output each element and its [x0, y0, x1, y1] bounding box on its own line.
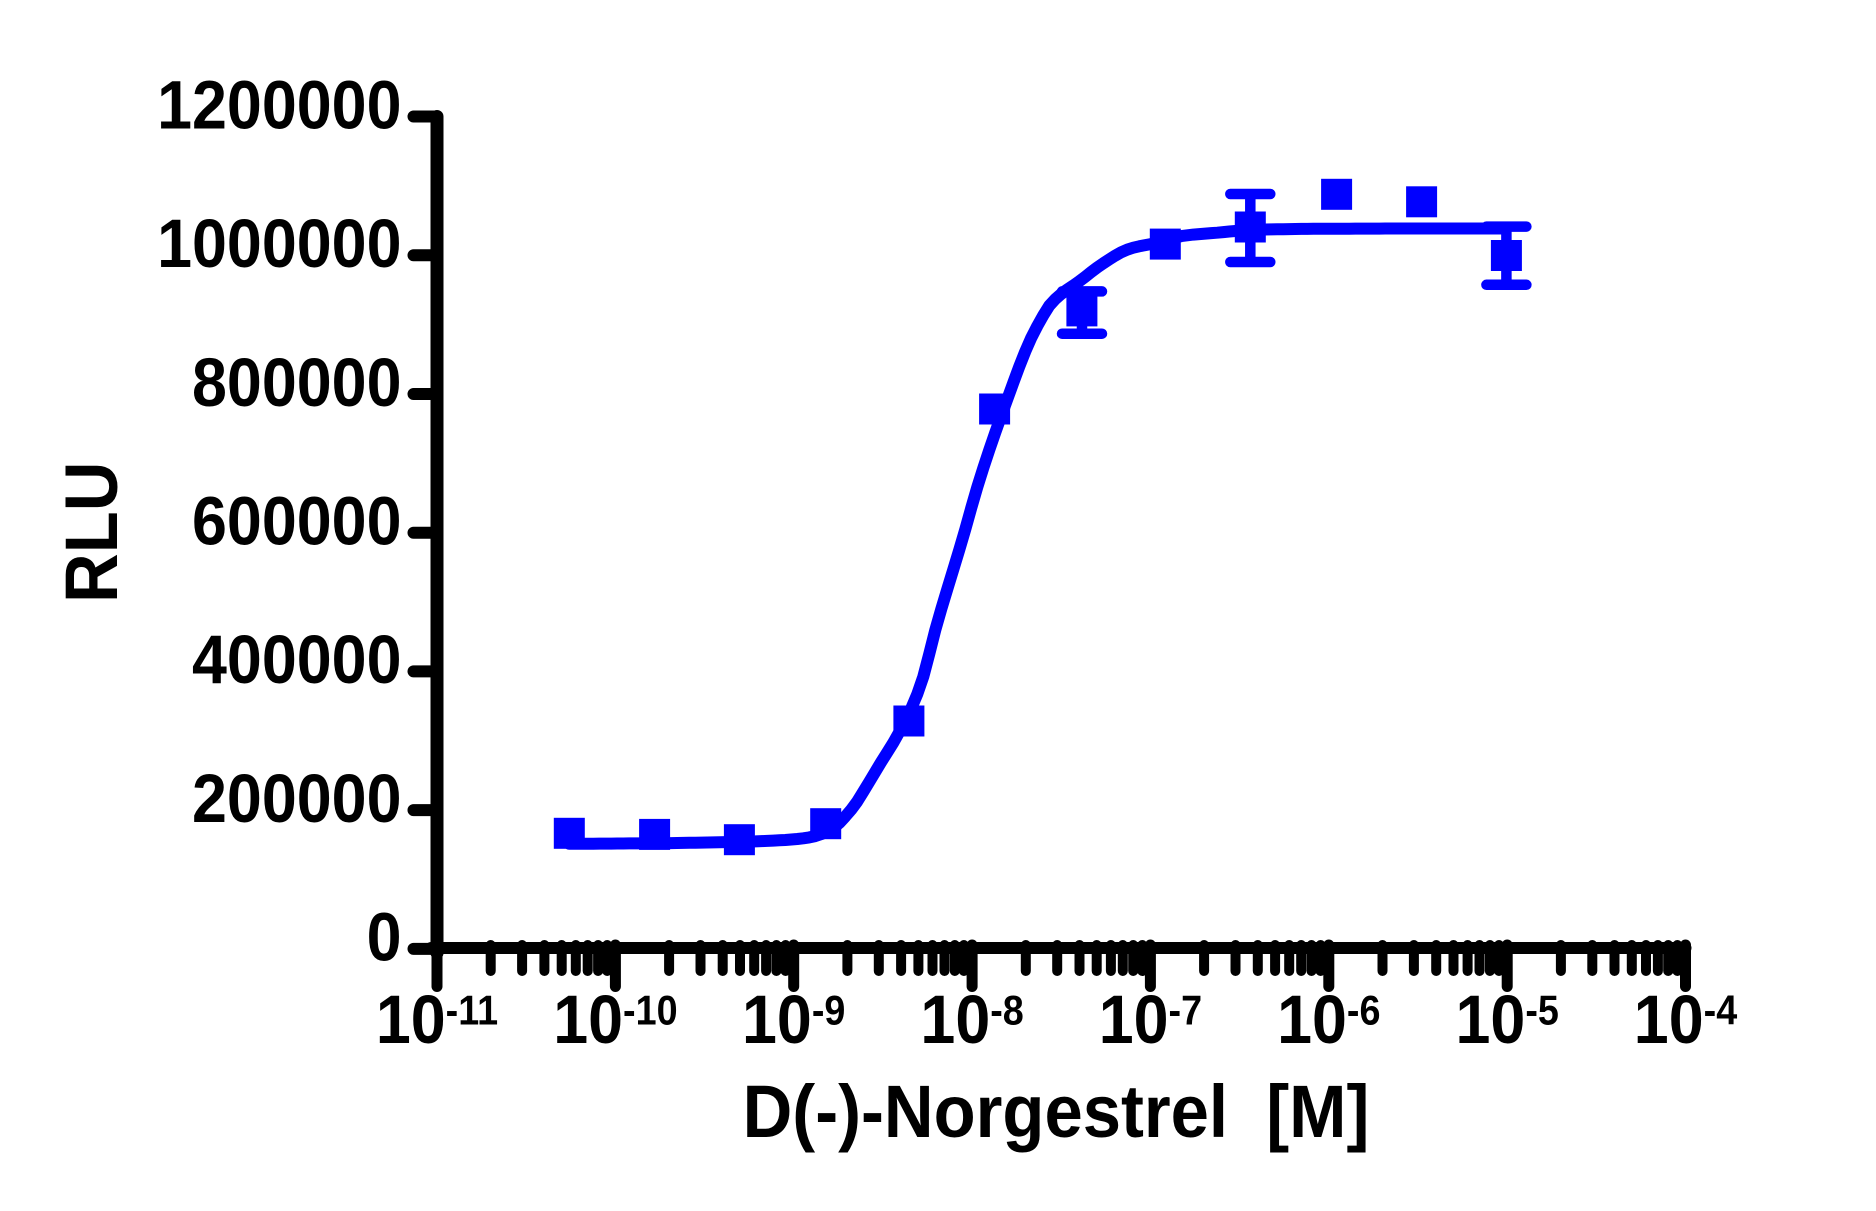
svg-text:RLU: RLU — [51, 462, 134, 603]
svg-text:200000: 200000 — [192, 759, 401, 836]
svg-text:10-4: 10-4 — [1634, 980, 1737, 1057]
svg-text:10-9: 10-9 — [742, 980, 845, 1057]
svg-text:10-6: 10-6 — [1277, 980, 1380, 1057]
svg-text:800000: 800000 — [192, 343, 401, 420]
svg-text:1200000: 1200000 — [157, 66, 401, 143]
svg-text:10-11: 10-11 — [376, 980, 498, 1057]
svg-text:10-5: 10-5 — [1455, 980, 1558, 1057]
svg-text:0: 0 — [367, 898, 402, 975]
svg-text:600000: 600000 — [192, 482, 401, 559]
svg-text:D(-)-Norgestrel [M]: D(-)-Norgestrel [M] — [743, 1071, 1370, 1154]
svg-text:10-10: 10-10 — [553, 980, 677, 1057]
svg-text:1000000: 1000000 — [157, 204, 401, 281]
svg-text:10-7: 10-7 — [1099, 980, 1202, 1057]
svg-text:10-8: 10-8 — [920, 980, 1023, 1057]
svg-text:400000: 400000 — [192, 620, 401, 697]
